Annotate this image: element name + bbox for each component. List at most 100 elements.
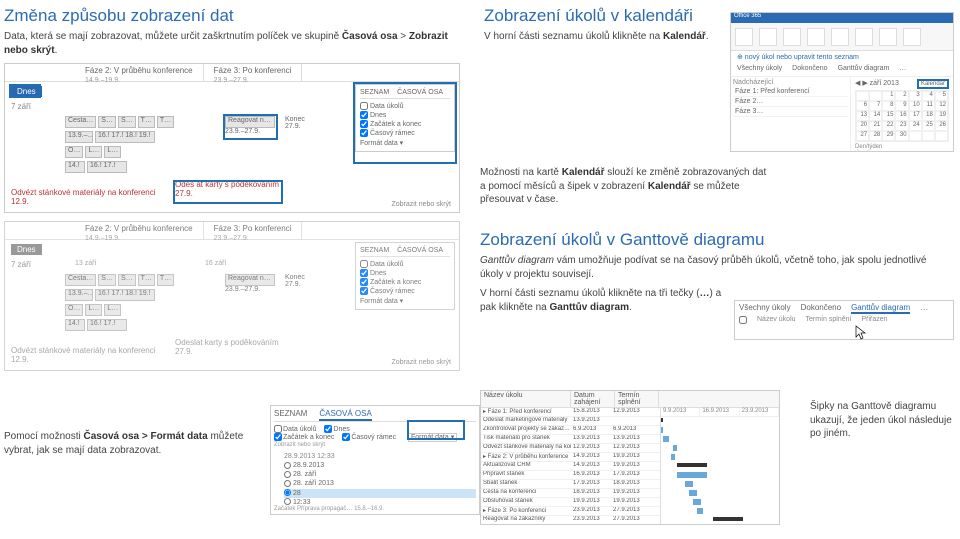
day-cell[interactable]: 13 <box>856 111 869 121</box>
task-row[interactable]: ▸ Fáze 1: Před konferencí15.8.201312.9.2… <box>481 408 660 417</box>
day-cell[interactable] <box>909 131 922 141</box>
checkbox[interactable] <box>274 425 282 433</box>
checkbox[interactable] <box>360 269 368 277</box>
checkbox[interactable] <box>739 316 747 324</box>
ribbon-button[interactable] <box>855 28 873 46</box>
task-row[interactable]: Odvézt stánkové materiály na konfe…12.9.… <box>481 444 660 453</box>
t: . <box>706 31 709 42</box>
day-cell[interactable]: 1 <box>882 91 895 101</box>
day-cell[interactable]: 21 <box>869 121 882 131</box>
tab[interactable]: Všechny úkoly <box>739 303 791 314</box>
task-row[interactable]: ▸ Fáze 2: V průběhu konference14.9.20131… <box>481 453 660 462</box>
checkbox[interactable] <box>342 433 350 441</box>
day-cell[interactable]: 17 <box>909 111 922 121</box>
task-row[interactable]: ▸ Fáze 3: Po konferenci23.9.201327.9.201… <box>481 507 660 516</box>
task-row[interactable]: Česta na konferenci18.9.201319.9.2013 <box>481 489 660 498</box>
list-row[interactable]: Fáze 3… <box>733 107 848 117</box>
radio[interactable] <box>284 480 291 487</box>
day-cell[interactable]: 8 <box>882 101 895 111</box>
checkbox[interactable] <box>324 425 332 433</box>
tab-more[interactable]: … <box>899 65 906 74</box>
day-cell[interactable]: 10 <box>909 101 922 111</box>
day-cell[interactable]: 4 <box>922 91 935 101</box>
checkbox[interactable] <box>360 260 368 268</box>
day-cell[interactable] <box>856 91 869 101</box>
checkbox[interactable] <box>360 278 368 286</box>
tab[interactable]: Ganttův diagram <box>838 65 890 74</box>
day-cell[interactable]: 28 <box>869 131 882 141</box>
l: Konec <box>285 116 305 123</box>
tab-more[interactable]: … <box>920 303 928 314</box>
tab[interactable]: SEZNAM <box>274 409 307 421</box>
ribbon-button[interactable] <box>903 28 921 46</box>
radio[interactable] <box>284 462 291 469</box>
day-cell[interactable] <box>869 91 882 101</box>
radio[interactable] <box>284 498 291 505</box>
radio[interactable] <box>284 471 291 478</box>
day-cell[interactable]: 23 <box>895 121 908 131</box>
tab-selected[interactable]: Ganttův diagram <box>851 303 910 314</box>
opt[interactable]: 28 <box>284 489 476 498</box>
day-cell[interactable]: 22 <box>882 121 895 131</box>
task-row[interactable]: Obsluhovat stánek19.9.201319.9.2013 <box>481 498 660 507</box>
task-row[interactable]: Připravit stánek16.9.201317.9.2013 <box>481 471 660 480</box>
fmt-drop[interactable]: Formát data ▾ <box>360 297 450 305</box>
seg: T… <box>138 116 155 128</box>
day-cell[interactable]: 19 <box>935 111 948 121</box>
day-cell[interactable]: 15 <box>882 111 895 121</box>
day-cell[interactable]: 18 <box>922 111 935 121</box>
t: . <box>55 45 58 56</box>
new-task-link[interactable]: ⊕ nový úkol nebo upravit tento seznam <box>731 51 953 63</box>
radio[interactable] <box>284 489 291 496</box>
day-cell[interactable]: 16 <box>895 111 908 121</box>
day-cell[interactable]: 5 <box>935 91 948 101</box>
ribbon-button[interactable] <box>879 28 897 46</box>
task-row[interactable]: Reagovat na zákazníky23.9.201327.9.2013 <box>481 516 660 525</box>
tab-active[interactable]: ČASOVÁ OSA <box>319 409 371 421</box>
list-row[interactable]: Fáze 2… <box>733 97 848 107</box>
day-cell[interactable]: 7 <box>869 101 882 111</box>
seg: L… <box>85 146 102 158</box>
task-row[interactable]: Sbalit stánek17.9.201318.9.2013 <box>481 480 660 489</box>
day-cell[interactable]: 11 <box>922 101 935 111</box>
o[interactable]: Úterý <box>855 151 949 152</box>
day-cell[interactable]: 29 <box>882 131 895 141</box>
ribbon-button[interactable] <box>735 28 753 46</box>
tab[interactable]: Všechny úkoly <box>737 65 782 74</box>
day-cell[interactable]: 24 <box>909 121 922 131</box>
tab[interactable]: Dokončeno <box>801 303 841 314</box>
day-cell[interactable]: 6 <box>856 101 869 111</box>
tab[interactable]: Dokončeno <box>792 65 827 74</box>
ribbon-button[interactable] <box>831 28 849 46</box>
list-hdr: Nadcházející <box>733 79 848 86</box>
day-cell[interactable] <box>922 131 935 141</box>
day-cell[interactable] <box>935 131 948 141</box>
task-row[interactable]: Zkontrolovat projekty se zákaz…6.9.20136… <box>481 426 660 435</box>
o[interactable]: Den/týden <box>855 144 949 151</box>
day-cell[interactable]: 12 <box>935 101 948 111</box>
task-row[interactable]: Odeslat marketingové materiály13.9.2013 <box>481 417 660 426</box>
day-cell[interactable]: 25 <box>922 121 935 131</box>
day-cell[interactable]: 26 <box>935 121 948 131</box>
ribbon-button[interactable] <box>783 28 801 46</box>
day-cell[interactable]: 27 <box>856 131 869 141</box>
ribbon-button[interactable] <box>759 28 777 46</box>
task-row[interactable]: Tisk materiálů pro stánek13.9.201313.9.2… <box>481 435 660 444</box>
opt[interactable]: 28. září 2013 <box>284 479 476 488</box>
day-cell[interactable]: 14 <box>869 111 882 121</box>
opt[interactable]: 28.9.2013 <box>284 461 476 470</box>
day-cell[interactable]: 9 <box>895 101 908 111</box>
checkbox[interactable] <box>274 433 282 441</box>
day-cell[interactable]: 20 <box>856 121 869 131</box>
day-cell[interactable]: 2 <box>895 91 908 101</box>
ribbon-button[interactable] <box>807 28 825 46</box>
h: SEZNAM <box>360 247 389 254</box>
task-row[interactable]: Aktualizovat CRM14.9.201319.9.2013 <box>481 462 660 471</box>
opt[interactable]: 28. září <box>284 470 476 479</box>
day-cell[interactable]: 30 <box>895 131 908 141</box>
day-cell[interactable]: 3 <box>909 91 922 101</box>
kalendar-badge[interactable]: Kalendář <box>917 79 949 89</box>
axis-label: 7 září <box>11 260 31 269</box>
list-row[interactable]: Fáze 1: Před konferencí <box>733 87 848 97</box>
checkbox[interactable] <box>360 287 368 295</box>
